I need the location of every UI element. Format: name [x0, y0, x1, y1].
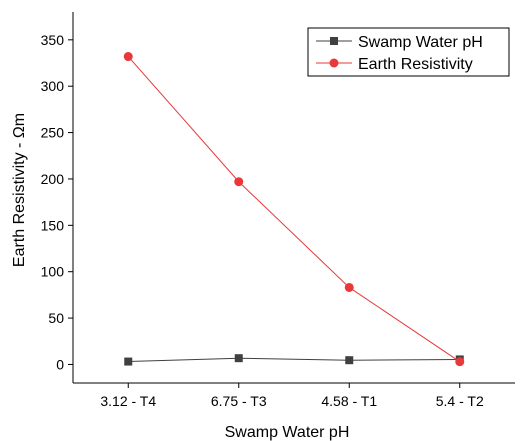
y-axis-ticks: 0 50 100 150 200 250 300 350: [41, 32, 73, 372]
data-point-earth-resistivity: [234, 177, 244, 187]
legend-box: [307, 27, 510, 77]
y-axis-label: Earth Resistivity - Ωm: [11, 113, 28, 267]
y-tick-label: 100: [41, 264, 65, 280]
y-tick-label: 350: [41, 32, 65, 48]
data-point-earth-resistivity: [123, 52, 133, 62]
series-line-earth-resistivity: [127, 56, 461, 363]
x-tick-label: 3.12 - T4: [100, 393, 156, 409]
y-tick-label: 0: [56, 356, 64, 372]
data-point-swamp-water-ph: [234, 354, 243, 363]
y-tick-label: 150: [41, 217, 65, 233]
series-line-swamp-water-ph: [128, 357, 460, 363]
x-tick-label: 6.75 - T3: [211, 393, 267, 409]
data-point-earth-resistivity: [344, 282, 354, 292]
legend-label-swamp-water-ph: Swamp Water pH: [358, 34, 483, 51]
axes: [72, 12, 515, 384]
y-tick-label: 250: [41, 125, 65, 141]
data-point-swamp-water-ph: [124, 357, 133, 366]
x-axis-label: Swamp Water pH: [225, 424, 350, 441]
x-tick-label: 4.58 - T1: [321, 393, 377, 409]
legend-marker-swamp-water-ph: [330, 37, 338, 45]
y-tick-label: 50: [48, 310, 64, 326]
series-layer: [123, 52, 465, 367]
x-tick-label: 5.4 - T2: [436, 393, 484, 409]
data-point-earth-resistivity: [455, 357, 465, 367]
data-point-swamp-water-ph: [345, 356, 354, 365]
y-tick-label: 200: [41, 171, 65, 187]
y-tick-label: 300: [41, 78, 65, 94]
legend-label-earth-resistivity: Earth Resistivity: [358, 56, 473, 73]
legend: Swamp Water pH Earth Resistivity: [307, 27, 510, 77]
x-axis-ticks: 3.12 - T4 6.75 - T3 4.58 - T1 5.4 - T2: [100, 383, 484, 409]
legend-marker-earth-resistivity: [329, 58, 339, 68]
